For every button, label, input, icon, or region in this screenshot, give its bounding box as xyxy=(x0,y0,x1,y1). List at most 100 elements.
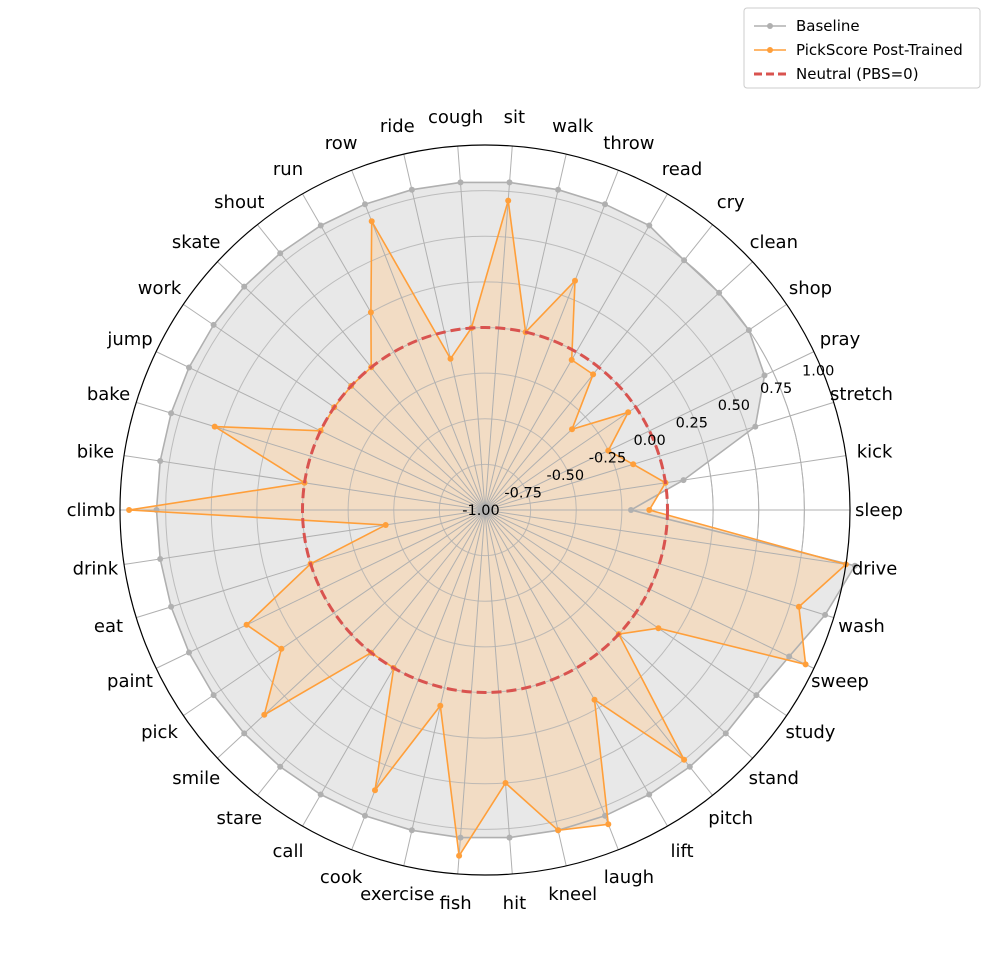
radial-tick-label: -0.25 xyxy=(589,451,627,467)
data-point xyxy=(605,447,612,454)
category-label: shop xyxy=(789,278,832,299)
data-point xyxy=(602,201,608,208)
data-point xyxy=(752,423,759,430)
data-point xyxy=(368,218,375,225)
data-point xyxy=(753,692,760,699)
data-point xyxy=(168,603,175,610)
legend-box xyxy=(743,7,981,89)
series-area xyxy=(129,200,846,856)
data-point xyxy=(681,756,688,763)
data-point xyxy=(457,179,464,186)
data-point xyxy=(851,562,858,569)
category-label: stare xyxy=(217,808,263,829)
category-label: pick xyxy=(141,722,178,743)
data-point xyxy=(555,827,562,834)
category-label: walk xyxy=(552,116,594,137)
data-point xyxy=(408,186,415,193)
data-point xyxy=(382,522,389,528)
data-point xyxy=(605,821,612,828)
category-label: eat xyxy=(94,616,123,637)
category-label: bike xyxy=(77,441,114,462)
data-point xyxy=(456,852,463,859)
data-point xyxy=(210,692,217,699)
category-label: climb xyxy=(67,500,116,521)
data-point xyxy=(278,645,285,652)
category-label: call xyxy=(273,841,304,862)
data-point xyxy=(277,763,284,770)
grid-circle-overlay xyxy=(347,372,623,648)
category-label: read xyxy=(662,159,703,180)
data-point xyxy=(569,426,575,433)
radial-tick-label: 1.00 xyxy=(802,363,834,379)
data-point xyxy=(261,711,268,718)
category-label: shout xyxy=(214,192,264,213)
radial-tick-label: 0.00 xyxy=(633,433,665,449)
data-point xyxy=(408,827,415,834)
category-label: throw xyxy=(603,133,654,154)
data-point xyxy=(317,791,324,798)
data-point xyxy=(168,410,175,417)
data-point xyxy=(506,179,513,186)
data-point xyxy=(457,834,464,841)
data-point xyxy=(372,787,378,794)
category-label: drive xyxy=(852,559,898,580)
category-label: paint xyxy=(107,671,153,692)
radial-tick-label: -1.00 xyxy=(462,503,500,519)
data-point xyxy=(362,812,368,819)
legend-marker xyxy=(767,47,773,53)
data-point xyxy=(716,289,723,296)
category-label: jump xyxy=(106,329,152,350)
data-point xyxy=(625,409,632,416)
radial-tick-label: 0.25 xyxy=(676,416,708,432)
data-point xyxy=(447,355,454,362)
data-point xyxy=(241,283,248,290)
data-point xyxy=(590,371,597,378)
category-label: cry xyxy=(717,192,745,213)
data-point xyxy=(591,696,598,703)
category-label: sweep xyxy=(811,671,869,692)
data-point xyxy=(317,222,324,229)
data-point xyxy=(761,372,768,379)
category-label: stretch xyxy=(830,384,893,405)
radial-tick-label: 0.75 xyxy=(760,381,792,397)
data-point xyxy=(686,763,693,770)
data-point xyxy=(555,186,562,193)
data-point xyxy=(505,197,512,204)
category-label: cough xyxy=(428,107,483,128)
category-label: drink xyxy=(73,559,119,580)
data-point xyxy=(437,702,444,709)
data-point xyxy=(795,603,802,610)
data-point xyxy=(646,791,653,798)
category-label: row xyxy=(325,133,358,154)
legend-label: PickScore Post-Trained xyxy=(796,41,963,59)
category-label: ride xyxy=(380,116,415,137)
data-point xyxy=(628,507,634,513)
grid-circle-overlay xyxy=(393,418,577,602)
data-point xyxy=(186,649,192,656)
category-label: stand xyxy=(749,768,799,789)
data-point xyxy=(211,423,218,430)
data-point xyxy=(655,625,662,632)
category-label: sleep xyxy=(855,500,903,521)
data-point xyxy=(157,556,164,562)
data-point xyxy=(572,277,578,284)
neutral-circle xyxy=(301,326,669,694)
category-label: cook xyxy=(320,867,363,888)
category-label: lift xyxy=(670,841,693,862)
category-label: hit xyxy=(503,893,526,914)
data-point xyxy=(241,730,248,737)
data-point xyxy=(802,661,809,668)
category-label: bake xyxy=(87,384,130,405)
data-point xyxy=(157,458,164,464)
data-point xyxy=(568,356,575,363)
data-point xyxy=(646,507,653,513)
data-point xyxy=(822,611,829,618)
legend-label: Baseline xyxy=(796,17,860,35)
category-label: sit xyxy=(504,107,525,128)
data-point xyxy=(680,477,687,484)
category-label: exercise xyxy=(360,884,434,905)
category-label: pray xyxy=(820,329,861,350)
data-point xyxy=(722,730,729,737)
